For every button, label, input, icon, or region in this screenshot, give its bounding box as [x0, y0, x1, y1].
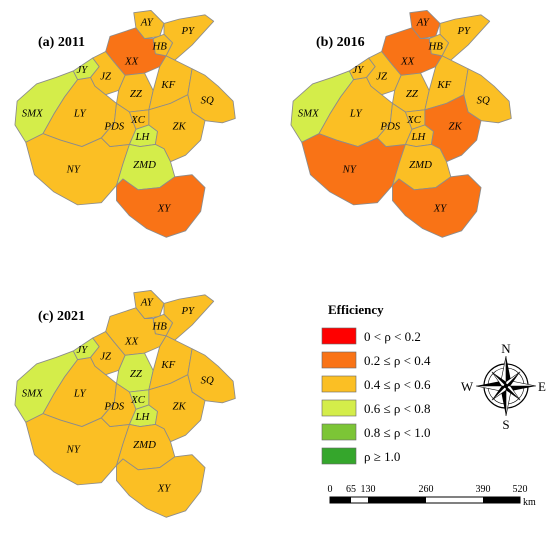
region-label-zz: ZZ: [406, 88, 419, 100]
region-label-xy: XY: [433, 202, 448, 214]
region-label-py: PY: [456, 25, 471, 37]
region-label-zz: ZZ: [130, 88, 143, 100]
region-py: [163, 294, 215, 341]
region-xy: [392, 174, 482, 238]
scale-unit-label: km: [523, 497, 536, 508]
region-label-hb: HB: [151, 40, 167, 52]
compass-icon: [475, 355, 537, 417]
compass-west-label: W: [461, 379, 474, 394]
map-panel-3: SMX LY NY JY JZ XX AY HB PY ZZ KF SQ PDS XC LH ZK ZMD XY: [14, 290, 236, 518]
map-title-2: (b) 2016: [316, 35, 365, 50]
region-xy: [116, 454, 206, 518]
region-label-hb: HB: [427, 40, 443, 52]
region-label-sq: SQ: [477, 94, 490, 106]
legend-swatch: [321, 447, 357, 465]
scale-tick-label: 260: [419, 484, 434, 495]
legend-label: 0.4 ≤ ρ < 0.6: [364, 377, 431, 392]
region-label-ly: LY: [349, 107, 363, 119]
legend-title: Efficiency: [328, 302, 384, 317]
region-label-zk: ZK: [449, 120, 463, 132]
region-label-ay: AY: [140, 17, 154, 29]
legend-swatch: [321, 399, 357, 417]
region-py: [163, 14, 215, 61]
region-label-ny: NY: [66, 443, 81, 455]
region-label-xc: XC: [130, 394, 146, 406]
region-zk: [148, 374, 206, 443]
region-xy: [116, 174, 206, 238]
region-label-smx: SMX: [22, 107, 43, 119]
region-label-ny: NY: [66, 163, 81, 175]
region-label-zmd: ZMD: [133, 159, 156, 171]
region-label-xy: XY: [157, 482, 172, 494]
region-label-jy: JY: [77, 64, 89, 76]
region-label-xx: XX: [124, 55, 139, 67]
region-label-zk: ZK: [173, 400, 187, 412]
region-label-lh: LH: [134, 131, 150, 143]
region-label-hb: HB: [151, 320, 167, 332]
legend-label: 0.6 ≤ ρ < 0.8: [364, 401, 430, 416]
region-label-xx: XX: [400, 55, 415, 67]
region-label-ly: LY: [73, 107, 87, 119]
compass-east-label: E: [538, 379, 546, 394]
scale-tick-label: 65: [346, 484, 356, 495]
region-label-smx: SMX: [22, 387, 43, 399]
region-label-zz: ZZ: [130, 368, 143, 380]
scale-tick-label: 520: [513, 484, 528, 495]
region-label-ly: LY: [73, 387, 87, 399]
legend-swatch: [321, 375, 357, 393]
map-title-1: (a) 2011: [38, 35, 85, 50]
region-label-pds: PDS: [103, 120, 124, 132]
region-zk: [148, 94, 206, 163]
region-label-ay: AY: [140, 297, 154, 309]
region-label-py: PY: [180, 25, 195, 37]
legend-label: 0.8 ≤ ρ < 1.0: [364, 425, 430, 440]
map-panel-2: SMX LY NY JY JZ XX AY HB PY ZZ KF SQ PDS XC LH ZK ZMD XY: [290, 10, 512, 238]
region-py: [439, 14, 491, 61]
region-label-jz: JZ: [376, 71, 388, 83]
legend-label: ρ ≥ 1.0: [364, 449, 400, 464]
legend: Efficiency 0 < ρ < 0.2 0.2 ≤ ρ < 0.4 0.4 ≤ …: [321, 302, 431, 465]
region-label-jz: JZ: [100, 351, 112, 363]
region-label-jy: JY: [353, 64, 365, 76]
scale-bar: 0 65 130 260 390 520 km: [328, 484, 537, 508]
region-label-lh: LH: [134, 411, 150, 423]
region-label-lh: LH: [410, 131, 426, 143]
region-label-py: PY: [180, 305, 195, 317]
region-label-jz: JZ: [100, 71, 112, 83]
scale-tick-label: 0: [328, 484, 333, 495]
legend-label: 0.2 ≤ ρ < 0.4: [364, 353, 431, 368]
region-label-sq: SQ: [201, 374, 214, 386]
region-label-kf: KF: [436, 79, 451, 91]
legend-label: 0 < ρ < 0.2: [364, 329, 421, 344]
map-title-3: (c) 2021: [38, 309, 85, 324]
region-label-zk: ZK: [173, 120, 187, 132]
region-zk: [424, 94, 482, 163]
region-label-jy: JY: [77, 344, 89, 356]
region-label-kf: KF: [160, 359, 175, 371]
legend-swatch: [321, 423, 357, 441]
compass-north-label: N: [501, 341, 511, 356]
scale-tick-label: 390: [476, 484, 491, 495]
region-label-sq: SQ: [201, 94, 214, 106]
region-label-xy: XY: [157, 202, 172, 214]
region-label-kf: KF: [160, 79, 175, 91]
map-panel-1: SMX LY NY JY JZ XX AY HB PY ZZ KF SQ PDS XC LH ZK ZMD XY: [14, 10, 236, 238]
region-label-pds: PDS: [379, 120, 400, 132]
region-label-ay: AY: [416, 17, 430, 29]
region-label-smx: SMX: [298, 107, 319, 119]
region-label-zmd: ZMD: [133, 439, 156, 451]
region-label-ny: NY: [342, 163, 357, 175]
region-label-xx: XX: [124, 335, 139, 347]
region-label-xc: XC: [130, 114, 146, 126]
region-label-xc: XC: [406, 114, 422, 126]
region-label-zmd: ZMD: [409, 159, 432, 171]
compass-south-label: S: [502, 417, 509, 432]
legend-swatch: [321, 351, 357, 369]
region-label-pds: PDS: [103, 400, 124, 412]
legend-swatch: [321, 327, 357, 345]
scale-tick-label: 130: [361, 484, 376, 495]
